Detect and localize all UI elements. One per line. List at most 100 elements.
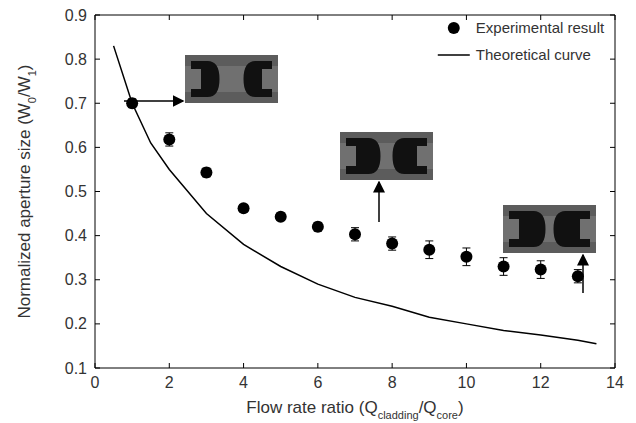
inset-image <box>340 132 433 180</box>
inset-shape <box>346 138 381 174</box>
x-tick <box>466 15 467 20</box>
y-axis-title: Normalized aperture size (W0/W1) <box>15 64 38 318</box>
y-tick-label: 0.7 <box>65 95 87 112</box>
data-point <box>498 261 510 273</box>
error-cap <box>537 260 545 261</box>
legend-label: Experimental result <box>476 19 605 36</box>
y-tick <box>95 323 100 324</box>
inset-shape <box>509 211 546 247</box>
inset-shape <box>554 211 591 247</box>
label-part: ) <box>458 398 464 417</box>
data-point <box>535 264 547 276</box>
inset-bg <box>185 55 278 103</box>
arrow <box>378 182 380 222</box>
y-tick <box>95 147 100 148</box>
y-tick-label: 0.9 <box>65 7 87 24</box>
error-cap <box>351 240 359 241</box>
error-cap <box>165 132 173 133</box>
x-tick <box>169 15 170 20</box>
data-point <box>275 211 287 223</box>
x-tick <box>169 363 170 368</box>
data-point <box>460 251 472 263</box>
y-tick-label: 0.4 <box>65 227 87 244</box>
data-point <box>163 133 175 145</box>
frame-top <box>95 15 615 16</box>
inset-shape <box>191 61 220 97</box>
inset-channel <box>185 66 278 92</box>
label-part: Normalized aperture size (W <box>15 103 34 318</box>
error-cap <box>425 240 433 241</box>
y-tick-label: 0.1 <box>65 360 87 377</box>
inset-bg <box>503 205 596 253</box>
data-point <box>349 228 361 240</box>
x-tick-label: 12 <box>532 374 550 391</box>
y-tick-label: 0.6 <box>65 139 87 156</box>
y-tick-label: 0.3 <box>65 271 87 288</box>
x-tick <box>615 15 616 20</box>
error-cap <box>351 227 359 228</box>
y-tick <box>95 103 100 104</box>
x-tick <box>466 363 467 368</box>
data-point <box>386 238 398 250</box>
x-tick-label: 6 <box>313 374 322 391</box>
data-point <box>312 221 324 233</box>
x-axis <box>95 368 615 369</box>
x-tick <box>95 15 96 20</box>
error-cap <box>537 278 545 279</box>
error-cap <box>425 258 433 259</box>
label-part: /Q <box>419 398 437 417</box>
error-cap <box>462 247 470 248</box>
x-tick <box>243 363 244 368</box>
x-tick-label: 10 <box>458 374 476 391</box>
x-tick <box>540 363 541 368</box>
y-tick <box>610 279 615 280</box>
x-tick <box>317 15 318 20</box>
y-tick <box>95 59 100 60</box>
y-tick <box>95 191 100 192</box>
y-tick <box>95 235 100 236</box>
data-point <box>238 202 250 214</box>
y-tick <box>610 147 615 148</box>
error-cap <box>574 269 582 270</box>
y-tick <box>610 368 615 369</box>
inset-bg <box>340 132 433 180</box>
y-tick <box>610 235 615 236</box>
y-tick-label: 0.2 <box>65 315 87 332</box>
label-subscript: core <box>437 409 458 421</box>
label-subscript: cladding <box>378 409 419 421</box>
inset-channel <box>503 216 596 242</box>
x-axis-title: Flow rate ratio (Qcladding/Qcore) <box>246 398 463 421</box>
legend-label: Theoretical curve <box>476 46 591 63</box>
label-part: /W <box>15 76 34 97</box>
legend-line <box>438 54 470 56</box>
y-tick <box>610 59 615 60</box>
x-tick <box>95 363 96 368</box>
data-point <box>200 167 212 179</box>
inset-image <box>503 205 596 253</box>
error-cap <box>462 265 470 266</box>
inset-shape <box>244 61 273 97</box>
x-tick-label: 14 <box>606 374 624 391</box>
x-tick-label: 4 <box>239 374 248 391</box>
error-cap <box>574 282 582 283</box>
label-part: ) <box>15 64 34 70</box>
y-tick <box>610 323 615 324</box>
x-tick-label: 2 <box>165 374 174 391</box>
x-tick <box>317 363 318 368</box>
y-tick <box>95 368 100 369</box>
error-cap <box>500 275 508 276</box>
inset-shape <box>393 138 428 174</box>
y-tick <box>95 15 100 16</box>
plot-data <box>114 46 597 344</box>
error-cap <box>165 146 173 147</box>
x-tick <box>392 15 393 20</box>
y-tick <box>95 279 100 280</box>
data-point <box>572 270 584 282</box>
label-part: Flow rate ratio (Q <box>246 398 377 417</box>
x-tick <box>243 15 244 20</box>
error-cap <box>388 250 396 251</box>
y-tick <box>610 191 615 192</box>
error-cap <box>500 257 508 258</box>
x-tick-label: 8 <box>388 374 397 391</box>
y-tick <box>610 103 615 104</box>
